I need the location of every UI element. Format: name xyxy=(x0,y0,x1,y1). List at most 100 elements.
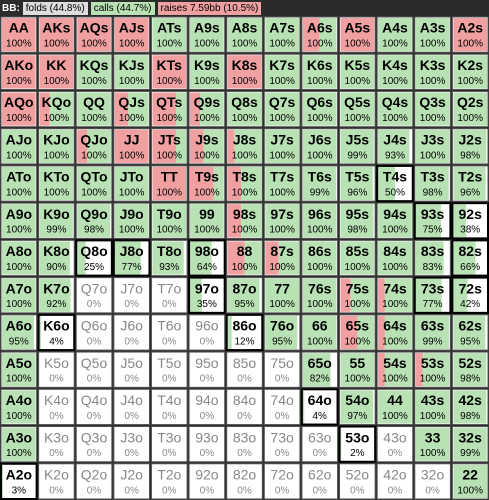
cell-bg xyxy=(414,463,451,499)
hand-label: 63o xyxy=(308,429,332,445)
hand-pct: 90% xyxy=(46,262,66,273)
range-grid: AA 100% AKs 100% AQs 100% AJs 100% ATs 100% A9s 100… xyxy=(0,16,489,500)
hand-label: AQs xyxy=(80,20,109,36)
cell-border xyxy=(113,53,150,90)
cell-border xyxy=(339,463,376,500)
cell-border xyxy=(38,202,75,239)
hand-pct: 100% xyxy=(81,39,107,50)
cell-bg xyxy=(264,352,300,388)
hand-pct: 100% xyxy=(81,76,107,87)
cell-border xyxy=(339,388,376,426)
call-fill xyxy=(453,464,487,498)
hand-cell: 53s 100% xyxy=(414,351,451,388)
hand-label: A5s xyxy=(345,20,371,36)
cell-border xyxy=(263,165,301,202)
call-fill xyxy=(302,315,337,350)
call-fill xyxy=(340,55,375,89)
call-fill xyxy=(378,390,412,424)
hand-cell: KQs 100% xyxy=(75,53,113,90)
cell-border xyxy=(38,165,75,202)
cell-bg xyxy=(189,426,225,462)
hand-cell: J9o 100% xyxy=(113,202,150,239)
hand-label: 63s xyxy=(421,318,445,334)
hand-label: T5o xyxy=(157,355,181,371)
hand-cell: A7o 100% xyxy=(0,277,38,314)
hand-cell: 44 100% xyxy=(376,388,414,426)
hand-pct: 100% xyxy=(382,39,408,50)
hand-cell: K7s 100% xyxy=(263,53,301,90)
cell-border xyxy=(414,314,451,351)
hand-pct: 0% xyxy=(49,374,64,385)
hand-label: TT xyxy=(161,169,179,185)
hand-pct: 0% xyxy=(87,485,102,496)
hand-label: Q5s xyxy=(344,94,371,110)
cell-border xyxy=(339,239,376,277)
cell-bg xyxy=(76,389,112,425)
hand-label: 92o xyxy=(195,467,219,483)
hand-pct: 0% xyxy=(87,374,102,385)
hand-cell: AKs 100% xyxy=(38,16,75,53)
hand-label: 53o xyxy=(345,429,369,445)
call-fill xyxy=(2,278,36,312)
hand-cell: A9o 100% xyxy=(0,202,38,239)
hand-label: 52o xyxy=(346,467,370,483)
hand-cell: Q5s 100% xyxy=(339,90,376,128)
hand-label: 64o xyxy=(308,392,332,408)
call-fill xyxy=(2,166,36,201)
hand-pct: 96% xyxy=(347,187,367,198)
hand-cell: Q9s 100% xyxy=(188,90,226,128)
cell-bg xyxy=(113,277,150,313)
hand-pct: 2% xyxy=(350,448,365,459)
call-fill xyxy=(453,353,487,387)
hand-pct: 96% xyxy=(460,187,480,198)
hand-cell: J3s 100% xyxy=(414,128,451,165)
hand-pct: 0% xyxy=(124,299,139,310)
hand-cell: TT 100% xyxy=(150,165,188,202)
cell-border xyxy=(75,90,113,128)
raise-fill xyxy=(378,315,385,350)
cell-border xyxy=(0,351,38,388)
hand-pct: 100% xyxy=(457,485,483,496)
hand-label: 73s xyxy=(421,280,445,296)
cell-border xyxy=(113,202,150,239)
call-fill xyxy=(302,278,337,312)
hand-pct: 100% xyxy=(119,225,145,236)
call-fill xyxy=(453,92,487,126)
hand-label: AKo xyxy=(4,57,33,73)
raise-fill xyxy=(2,18,36,52)
hand-pct: 0% xyxy=(275,485,290,496)
hand-pct: 0% xyxy=(124,374,139,385)
hand-cell: AJo 100% xyxy=(0,128,38,165)
hand-label: Q6s xyxy=(306,94,333,110)
hand-pct: 100% xyxy=(156,76,182,87)
hand-label: T2o xyxy=(157,467,181,483)
call-fill xyxy=(453,166,486,201)
call-fill xyxy=(190,55,224,89)
hand-pct: 100% xyxy=(194,113,220,124)
hand-label: T8s xyxy=(232,169,256,185)
call-fill xyxy=(2,427,36,461)
cell-border xyxy=(226,239,263,277)
raise-fill xyxy=(227,129,235,163)
cell-border xyxy=(38,426,75,463)
cell-border xyxy=(0,314,38,351)
cell-bg xyxy=(226,314,263,351)
cell-border xyxy=(150,463,188,500)
hand-pct: 77% xyxy=(122,262,142,273)
cell-border xyxy=(150,239,188,277)
hand-label: 93s xyxy=(421,206,445,222)
call-fill xyxy=(340,129,374,163)
cell-border xyxy=(451,53,489,90)
call-fill xyxy=(77,55,111,89)
hand-label: 84s xyxy=(383,243,407,259)
cell-border xyxy=(38,277,75,314)
